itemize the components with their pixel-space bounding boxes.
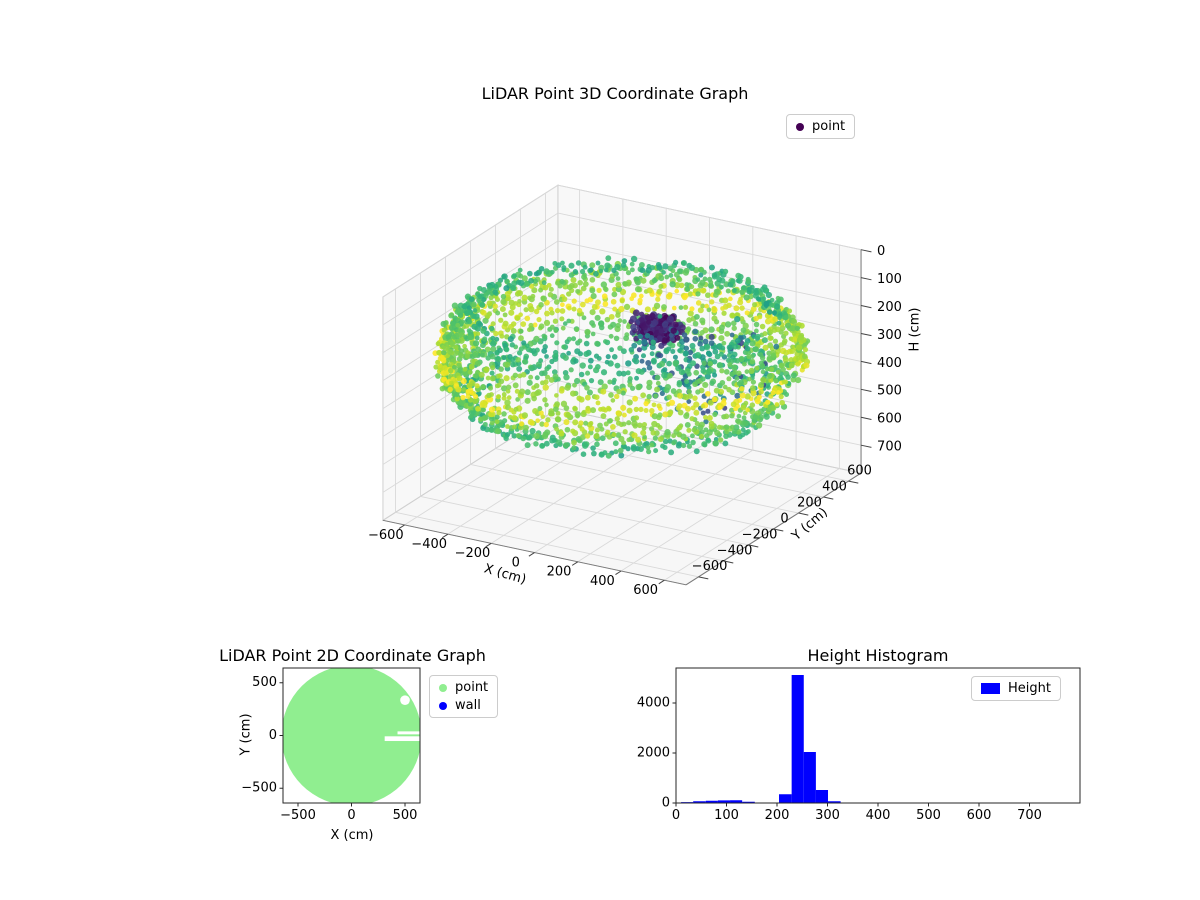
histogram-legend: Height: [971, 676, 1061, 701]
legend-item-point: point: [439, 680, 488, 695]
legend-item-height: Height: [981, 681, 1051, 696]
chart2d-title: LiDAR Point 2D Coordinate Graph: [219, 646, 486, 665]
height-marker-icon: [981, 683, 1000, 694]
point-marker-icon: [439, 683, 447, 692]
legend-item-point: point: [796, 119, 845, 134]
chart2d-legend: point wall: [429, 675, 499, 718]
legend-label: wall: [455, 698, 481, 713]
chart2d-xlabel: X (cm): [330, 828, 374, 843]
histogram-title: Height Histogram: [807, 646, 949, 665]
legend-label: point: [455, 680, 489, 695]
chart3d-zlabel: H (cm): [907, 307, 923, 352]
wall-marker-icon: [439, 701, 447, 710]
chart2d-ylabel: Y (cm): [238, 713, 254, 756]
point-marker-icon: [796, 122, 804, 131]
legend-label: Height: [1008, 681, 1051, 696]
legend-item-wall: wall: [439, 698, 488, 713]
legend-label: point: [812, 119, 846, 134]
chart3d-legend: point: [786, 114, 856, 139]
chart3d-title: LiDAR Point 3D Coordinate Graph: [481, 84, 749, 103]
